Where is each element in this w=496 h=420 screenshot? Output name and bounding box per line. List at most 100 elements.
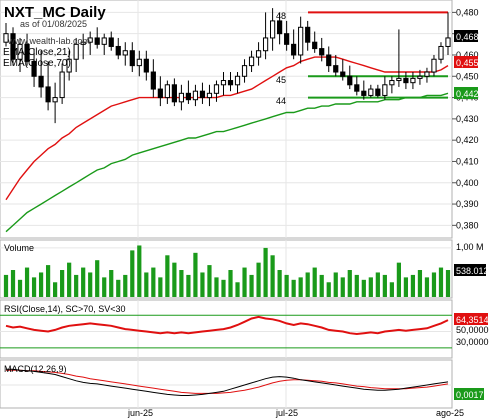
- volume-bar: [81, 267, 86, 297]
- volume-bar: [305, 272, 310, 297]
- candle-body: [164, 84, 170, 99]
- candle-body: [3, 33, 9, 43]
- candle-body: [424, 71, 430, 77]
- price-tick-label: 0,420: [456, 135, 479, 145]
- volume-bar: [298, 277, 303, 297]
- volume-bar: [74, 274, 79, 297]
- volume-bar: [200, 272, 205, 297]
- volume-bar: [172, 262, 177, 297]
- volume-bar: [263, 247, 268, 297]
- volume-bar: [228, 270, 233, 297]
- candle-body: [277, 20, 283, 35]
- volume-label: Volume: [4, 243, 34, 253]
- candle-body: [305, 26, 311, 43]
- volume-bar: [340, 277, 345, 297]
- candle-body: [368, 88, 374, 96]
- volume-bar: [354, 274, 359, 297]
- volume-bar: [424, 277, 430, 297]
- candle-body: [354, 84, 360, 92]
- candle-body: [101, 37, 107, 45]
- price-tick-label: 0,400: [456, 178, 479, 188]
- price-tick-label: 0,480: [456, 7, 479, 17]
- candle-body: [340, 71, 346, 77]
- macd-pane: [0, 359, 453, 409]
- x-tick-label: jun-25: [127, 408, 153, 418]
- candle-body: [129, 50, 135, 67]
- volume-bar: [137, 245, 142, 297]
- candle-body: [192, 90, 199, 101]
- volume-bar: [221, 279, 226, 297]
- candle-body: [24, 43, 30, 62]
- rsi-last-box: [454, 313, 488, 325]
- candle-body: [220, 80, 227, 86]
- last-close-box: [454, 30, 478, 42]
- candle-body: [241, 65, 248, 77]
- candle-body: [234, 75, 241, 86]
- volume-bar: [60, 270, 65, 297]
- candle-body: [291, 43, 297, 56]
- candle-body: [31, 60, 37, 77]
- candle-body: [38, 75, 44, 88]
- macd-signal-series: [6, 369, 449, 394]
- ema21-legend: EMA(Close,21): [3, 47, 71, 58]
- candle-body: [122, 50, 128, 56]
- candle-body: [227, 80, 234, 86]
- candle-body: [255, 50, 262, 58]
- x-axis: jun-25 jul-25 ago-25: [127, 408, 464, 418]
- candle-body: [333, 65, 339, 73]
- candle-body: [52, 97, 58, 103]
- rsi-plot: [0, 314, 452, 349]
- volume-bar: [109, 270, 114, 297]
- volume-bar: [186, 274, 191, 297]
- volume-bar: [270, 255, 275, 297]
- volume-bar: [347, 270, 352, 297]
- volume-bar: [438, 267, 444, 297]
- candle-body: [361, 90, 367, 96]
- ema21-box: [454, 56, 478, 68]
- volume-bar: [417, 270, 423, 297]
- rsi-tick-30: 30,0000: [456, 337, 489, 347]
- candle-body: [94, 37, 100, 45]
- volume-bar: [95, 260, 100, 297]
- source-label: www.wealth-lab.com: [7, 36, 90, 46]
- volume-bar: [165, 255, 170, 297]
- volume-bar: [382, 274, 387, 297]
- volume-bar: [312, 267, 317, 297]
- candle-body: [403, 77, 409, 84]
- candle-body: [375, 88, 381, 96]
- candle-body: [269, 20, 276, 39]
- volume-bar: [193, 252, 198, 297]
- price-tick-label: 0,390: [456, 199, 479, 209]
- last-close-label: 0,468: [456, 32, 479, 42]
- volume-bar: [130, 250, 135, 297]
- volume-bar: [431, 272, 437, 297]
- candle-body: [417, 75, 423, 79]
- candle-body: [66, 58, 72, 73]
- volume-bar: [291, 279, 296, 297]
- volume-bar: [3, 274, 9, 297]
- macd-label: MACD(12,26,9): [4, 364, 67, 374]
- candle-body: [319, 48, 325, 56]
- macd-series: [6, 368, 449, 396]
- candle-body: [438, 45, 444, 60]
- candle-body: [136, 58, 142, 67]
- volume-bar: [277, 270, 282, 297]
- volume-last-box: [454, 264, 486, 276]
- candle-body: [73, 43, 79, 60]
- macd-plot: [0, 368, 452, 396]
- volume-bar: [389, 282, 394, 297]
- rsi-tick-50: 50,0000: [456, 325, 489, 335]
- rsi-series: [5, 315, 449, 336]
- candle-body: [248, 56, 255, 67]
- macd-last-box: [454, 388, 484, 400]
- ema70-legend: EMA(Close,70): [3, 58, 71, 69]
- volume-bar: [445, 270, 451, 297]
- candle-body: [347, 75, 353, 86]
- volume-tick-label: 1,00 M: [456, 242, 484, 252]
- x-tick-label: jul-25: [275, 408, 298, 418]
- candle-body: [206, 92, 213, 99]
- candle-body: [178, 92, 185, 103]
- price-tick-label: 0,380: [456, 220, 479, 230]
- volume-bar: [179, 270, 184, 297]
